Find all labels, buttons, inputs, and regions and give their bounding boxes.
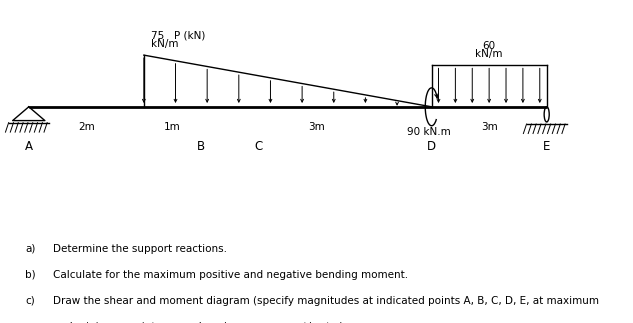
Text: 3m: 3m (480, 122, 498, 132)
Text: a): a) (25, 244, 35, 254)
Text: Determine the support reactions.: Determine the support reactions. (53, 244, 227, 254)
Text: b): b) (25, 270, 35, 280)
Text: c): c) (25, 296, 35, 306)
Text: 1m: 1m (164, 122, 181, 132)
Text: E: E (543, 141, 550, 153)
Text: A: A (25, 141, 33, 153)
Text: 3m: 3m (308, 122, 325, 132)
Text: and minimum points, zero shear/s, zero moment/s etc.): and minimum points, zero shear/s, zero m… (53, 322, 343, 323)
Text: B: B (197, 141, 206, 153)
Text: 75   P (kN): 75 P (kN) (151, 30, 205, 40)
Text: 90 kN.m: 90 kN.m (407, 127, 451, 137)
Text: kN/m: kN/m (475, 49, 503, 59)
Text: Calculate for the maximum positive and negative bending moment.: Calculate for the maximum positive and n… (53, 270, 408, 280)
Text: 60: 60 (482, 41, 496, 51)
Text: Draw the shear and moment diagram (specify magnitudes at indicated points A, B, : Draw the shear and moment diagram (speci… (53, 296, 599, 306)
Text: 2m: 2m (78, 122, 95, 132)
Text: kN/m: kN/m (151, 39, 179, 49)
Text: C: C (255, 141, 263, 153)
Text: D: D (427, 141, 436, 153)
